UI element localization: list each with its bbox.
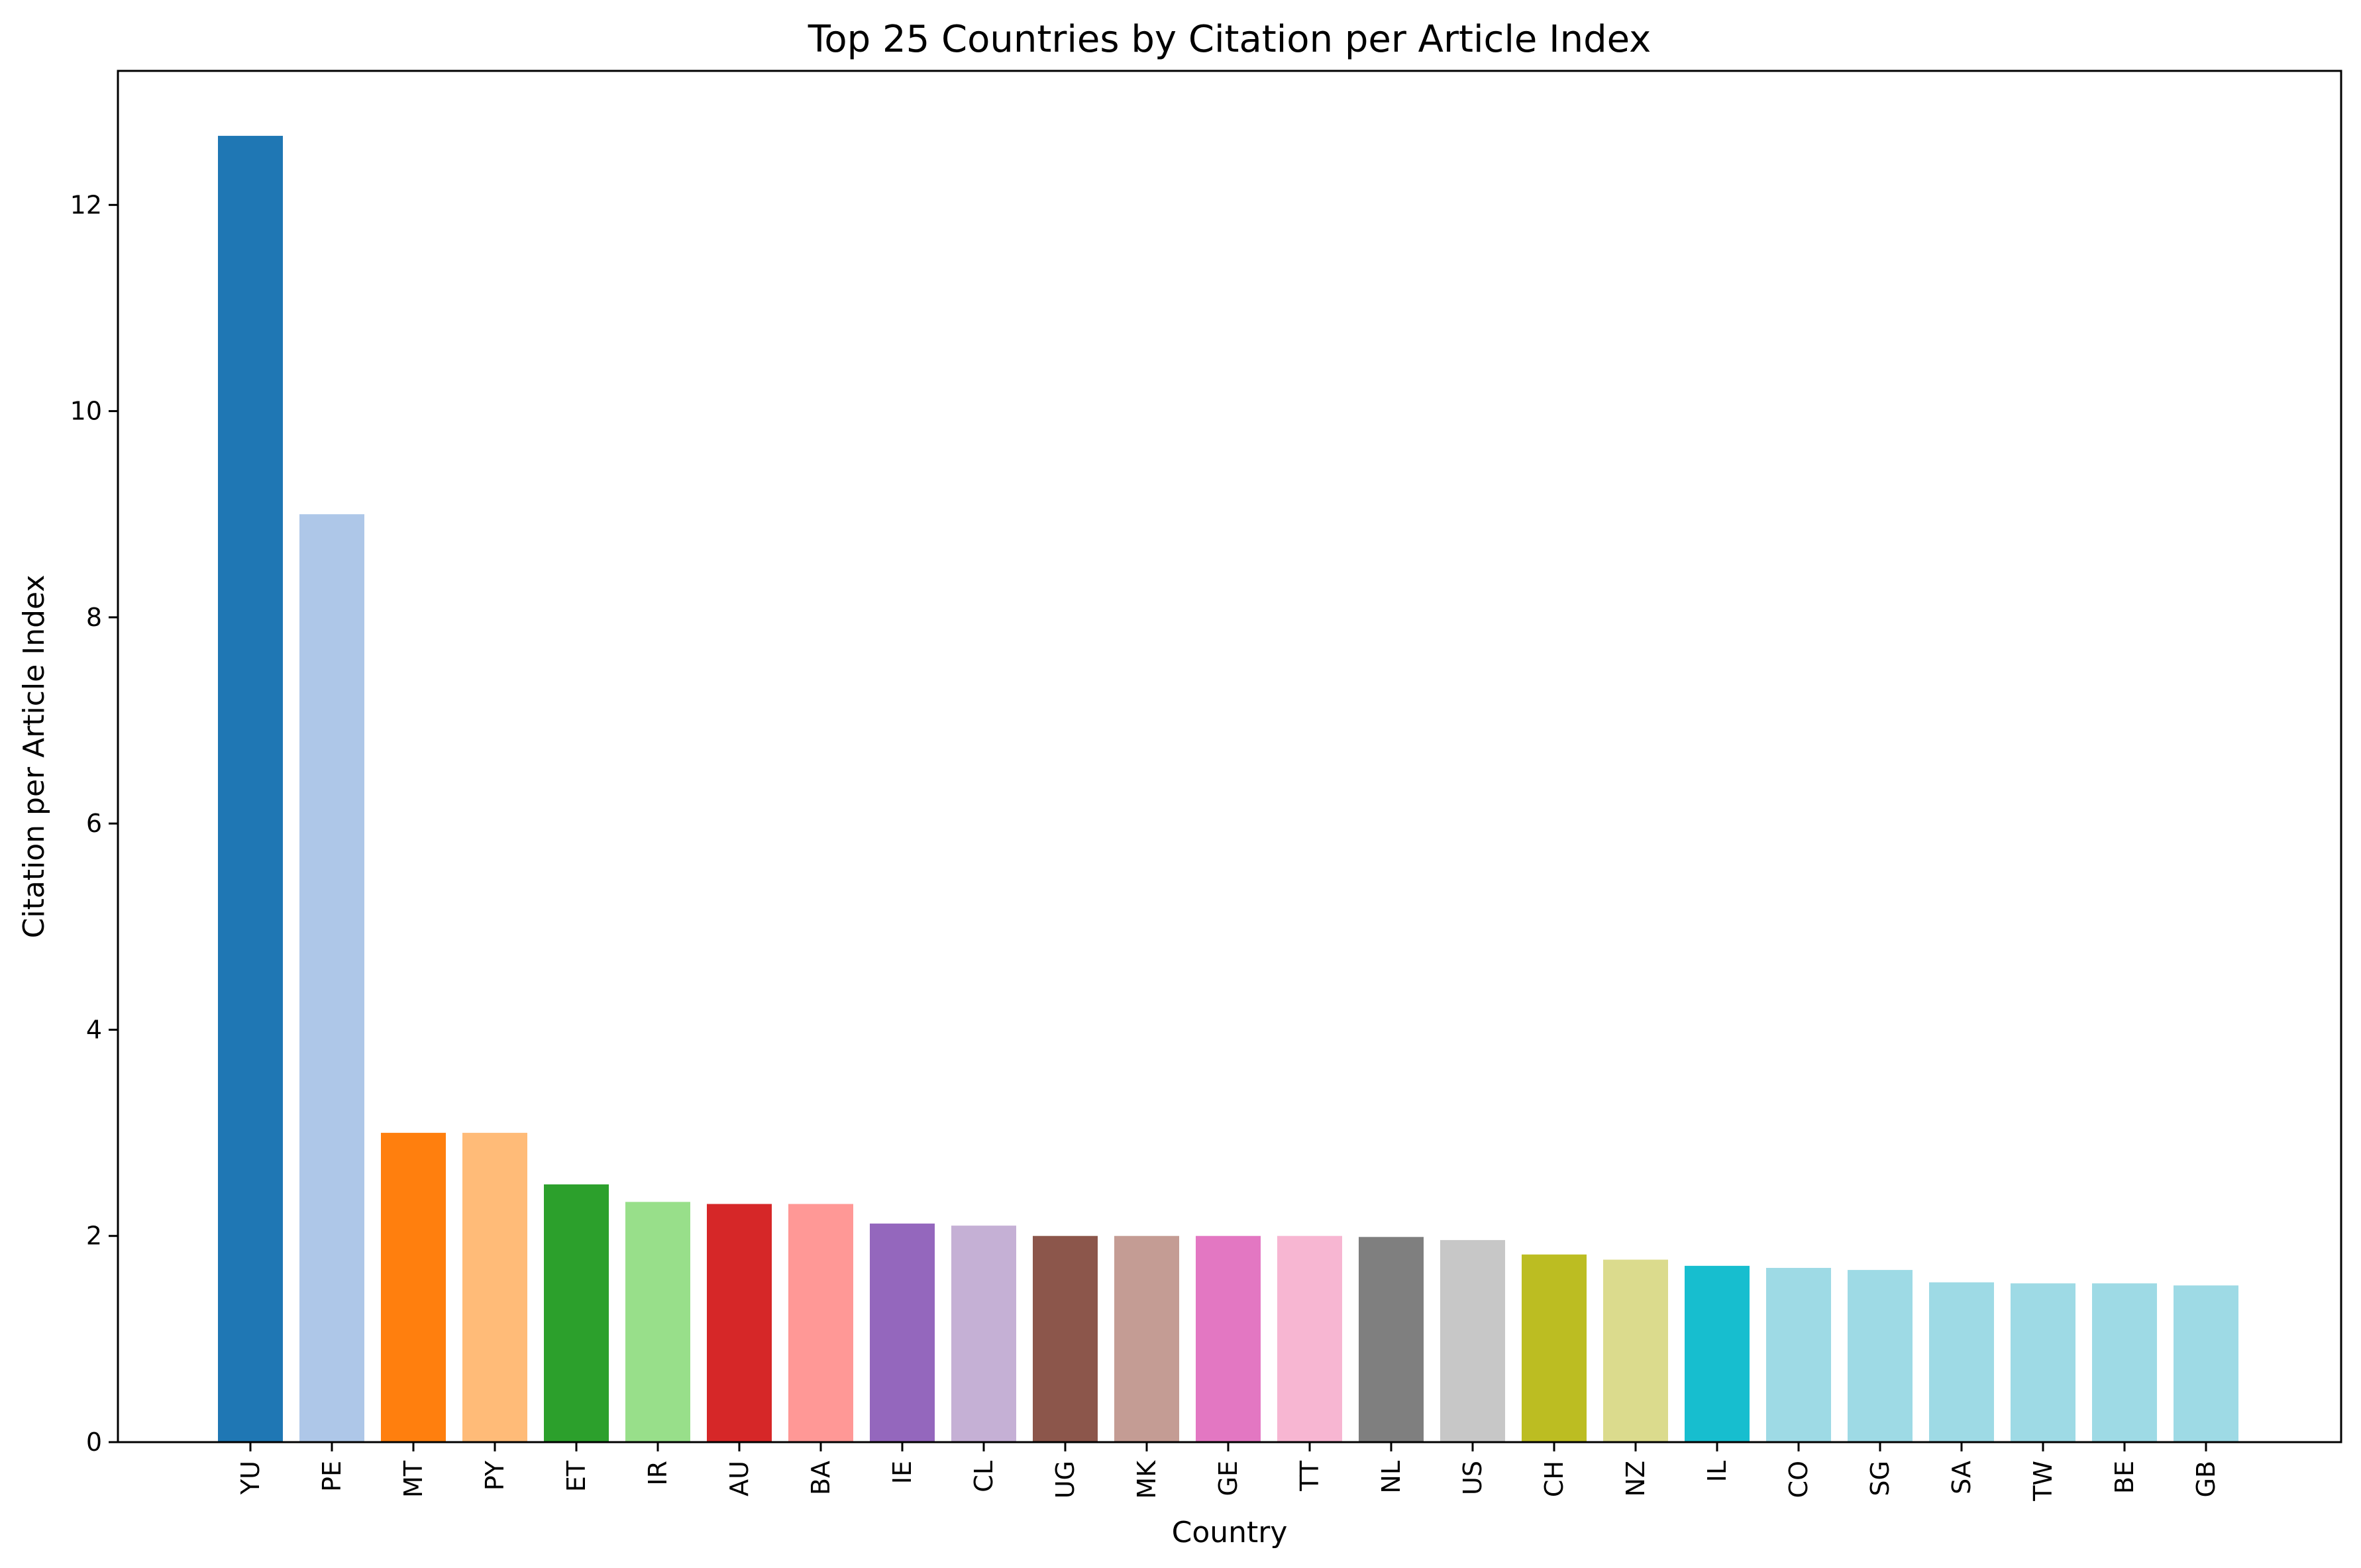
- x-tick-label-ba: BA: [806, 1461, 835, 1495]
- bar-tt: [1277, 1235, 1342, 1442]
- plot-frame: [117, 70, 2342, 1443]
- x-tick-label-sa: SA: [1947, 1461, 1976, 1494]
- bar-pe: [299, 514, 364, 1443]
- x-tick-label-sg: SG: [1865, 1461, 1895, 1496]
- x-tick-label-et: ET: [562, 1460, 591, 1492]
- y-tick-label-8: 8: [86, 603, 102, 632]
- bar-gb: [2174, 1285, 2238, 1442]
- bar-et: [544, 1184, 609, 1442]
- x-tick-label-us: US: [1458, 1461, 1487, 1495]
- x-tick-label-ug: UG: [1051, 1461, 1080, 1498]
- y-tick-label-4: 4: [86, 1015, 102, 1044]
- bar-us: [1440, 1239, 1505, 1442]
- x-tick-label-yu: YU: [236, 1461, 265, 1495]
- bar-yu: [218, 136, 283, 1443]
- x-tick-label-py: PY: [480, 1460, 509, 1490]
- x-tick-label-gb: GB: [2191, 1461, 2221, 1498]
- x-tick-label-au: AU: [725, 1461, 754, 1496]
- bar-co: [1766, 1267, 1831, 1442]
- chart-title: Top 25 Countries by Citation per Article…: [808, 18, 1652, 61]
- bar-tw: [2011, 1283, 2075, 1442]
- x-tick-label-tw: TW: [2028, 1461, 2058, 1502]
- bar-ch: [1522, 1254, 1587, 1442]
- bar-be: [2092, 1283, 2157, 1442]
- bar-sa: [1929, 1282, 1994, 1442]
- bar-nl: [1359, 1237, 1424, 1442]
- x-axis-label: Country: [1172, 1516, 1288, 1549]
- x-tick-label-mt: MT: [399, 1460, 428, 1498]
- bars-group: [218, 136, 2238, 1443]
- x-tick-label-nz: NZ: [1621, 1461, 1650, 1496]
- bar-ie: [870, 1224, 935, 1442]
- x-tick-label-co: CO: [1784, 1461, 1813, 1498]
- bar-ug: [1033, 1235, 1098, 1442]
- x-tick-label-mk: MK: [1132, 1460, 1161, 1499]
- x-tick-label-il: IL: [1703, 1461, 1732, 1482]
- x-tick-label-pe: PE: [317, 1461, 346, 1492]
- y-tick-label-6: 6: [86, 809, 102, 838]
- bar-sg: [1848, 1270, 1913, 1442]
- bar-mt: [381, 1133, 446, 1442]
- y-tick-label-2: 2: [86, 1222, 102, 1251]
- x-tick-label-be: BE: [2110, 1461, 2139, 1494]
- bar-nz: [1603, 1259, 1668, 1442]
- bar-ir: [625, 1202, 690, 1442]
- y-tick-label-12: 12: [70, 190, 102, 219]
- x-axis: YU PE MT PY ET IR AU BA IE CL UG MK GE TT NL US CH NZ IL CO…: [236, 1442, 2221, 1502]
- y-axis: 0 2 4 6 8 10 12: [70, 190, 118, 1457]
- x-tick-label-nl: NL: [1377, 1461, 1406, 1494]
- bar-mk: [1114, 1235, 1179, 1442]
- bar-py: [462, 1133, 527, 1442]
- y-axis-label: Citation per Article Index: [17, 575, 51, 939]
- x-tick-label-ch: CH: [1540, 1461, 1569, 1497]
- y-tick-label-10: 10: [70, 397, 102, 426]
- x-tick-label-ie: IE: [888, 1461, 917, 1484]
- bar-il: [1685, 1265, 1750, 1442]
- x-tick-label-cl: CL: [969, 1461, 998, 1492]
- x-tick-label-tt: TT: [1295, 1460, 1324, 1492]
- bar-au: [707, 1204, 772, 1442]
- y-tick-label-0: 0: [86, 1428, 102, 1457]
- bar-ge: [1196, 1235, 1261, 1442]
- x-tick-label-ge: GE: [1214, 1461, 1243, 1496]
- x-tick-label-ir: IR: [643, 1461, 672, 1486]
- bar-cl: [951, 1226, 1016, 1442]
- bar-ba: [788, 1204, 853, 1442]
